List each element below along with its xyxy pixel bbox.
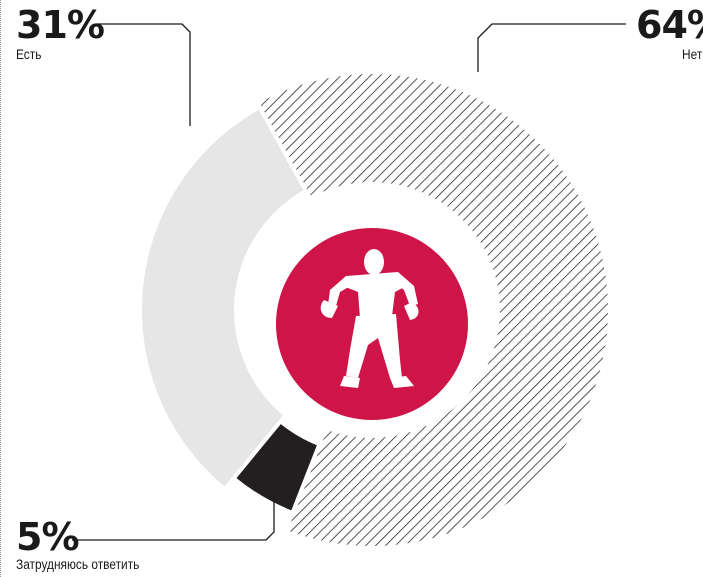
value-label-no: 64% (636, 6, 703, 44)
category-label-no: Нет (682, 46, 702, 62)
leader-line-yes (96, 24, 190, 126)
leader-line-unsure (72, 498, 274, 540)
category-label-yes: Есть (16, 46, 41, 62)
value-label-yes: 31% (16, 6, 104, 44)
leader-line-no (478, 24, 626, 72)
value-label-unsure: 5% (16, 518, 79, 556)
category-label-unsure: Затрудняюсь ответить (16, 556, 139, 572)
